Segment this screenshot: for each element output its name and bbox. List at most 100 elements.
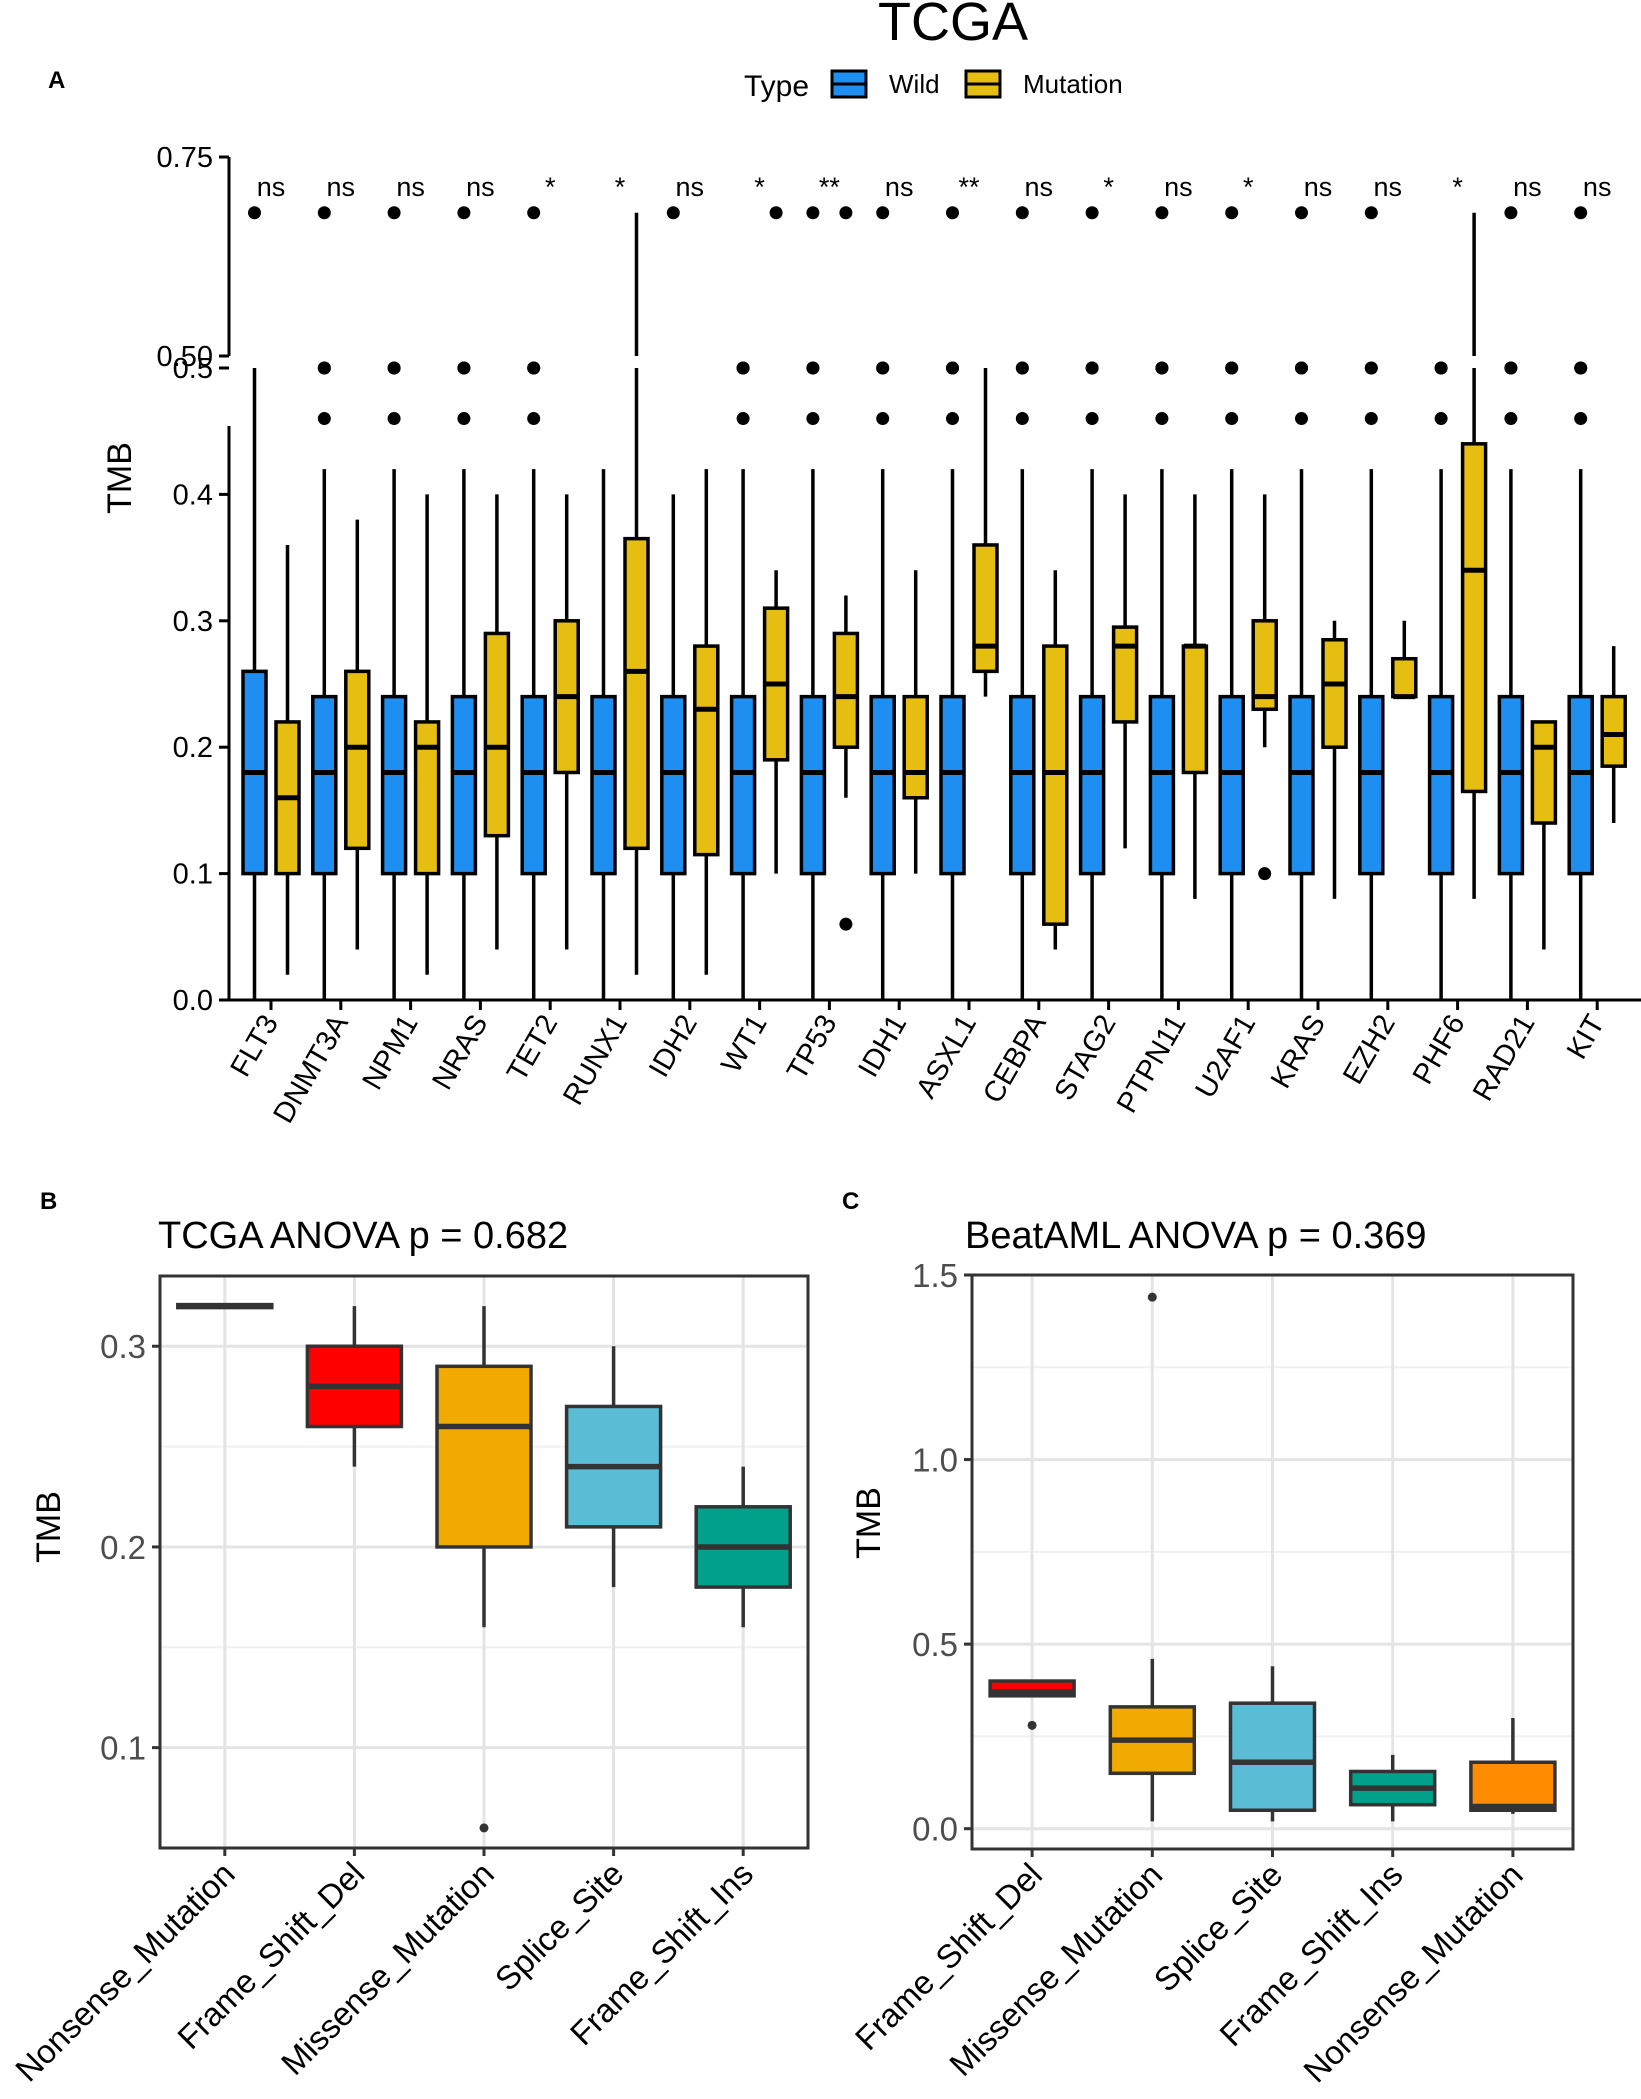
- a-significance-label: ns: [1164, 172, 1193, 202]
- c-y-tick-label: 1.5: [912, 1257, 958, 1294]
- a-significance-label: **: [819, 172, 841, 202]
- a-mutation-box: [1042, 644, 1069, 926]
- c-x-tick-label: Nonsense_Mutation: [1296, 1856, 1530, 2090]
- a-x-tick-label: U2AF1: [1189, 1010, 1262, 1104]
- b-plot: Nonsense_MutationFrame_Shift_DelMissense…: [8, 1274, 810, 2089]
- panel-c-letter: C: [842, 1188, 859, 1215]
- a-x-tick-label: KIT: [1561, 1009, 1611, 1064]
- a-x-tick-label: RAD21: [1467, 1010, 1541, 1107]
- a-significance-label: *: [1452, 172, 1463, 202]
- a-x-tick-label: IDH1: [853, 1010, 914, 1083]
- a-x-tick-label: CEBPA: [977, 1009, 1053, 1109]
- a-mutation-box: [344, 669, 371, 851]
- legend-label-mutation: Mutation: [1023, 69, 1123, 99]
- a-wild-outlier: [1085, 206, 1099, 220]
- a-wild-box: [311, 694, 338, 876]
- legend: Type Wild Mutation: [744, 69, 1123, 103]
- a-y-label: TMB: [101, 442, 139, 514]
- a-wild-outlier: [457, 412, 471, 426]
- a-significance-label: *: [1243, 172, 1254, 202]
- a-x-tick-label: ASXL1: [910, 1010, 983, 1104]
- c-panel-border: [970, 1273, 1575, 1851]
- a-wild-outlier: [876, 206, 890, 220]
- b-y-tick-label: 0.1: [100, 1730, 146, 1767]
- a-wild-outlier: [387, 412, 401, 426]
- a-wild-outlier: [1574, 361, 1588, 375]
- a-mutation-box: [1530, 720, 1558, 825]
- a-significance-label: *: [615, 172, 626, 202]
- a-wild-outlier: [666, 206, 680, 220]
- a-wild-box: [1288, 694, 1315, 876]
- a-upper-ticks: 1.000.750.50: [157, 142, 229, 373]
- a-wild-outlier: [457, 206, 471, 220]
- a-significance-label: ns: [1513, 172, 1542, 202]
- legend-label-wild: Wild: [889, 69, 940, 99]
- a-significance-label: *: [545, 172, 556, 202]
- a-wild-outlier: [736, 361, 750, 375]
- a-lower-tick-label: 0.5: [173, 353, 213, 385]
- a-wild-outlier: [317, 412, 331, 426]
- a-wild-outlier: [1295, 361, 1308, 375]
- a-wild-outlier: [1364, 206, 1378, 220]
- a-wild-outlier: [1434, 412, 1448, 426]
- c-y-tick-label: 0.0: [912, 1811, 958, 1848]
- a-wild-outlier: [806, 206, 820, 220]
- a-wild-box: [1497, 694, 1525, 876]
- a-wild-outlier: [946, 412, 959, 426]
- a-mutation-box: [693, 644, 720, 857]
- a-wild-outlier: [1085, 412, 1099, 426]
- a-wild-box: [1218, 694, 1245, 876]
- a-wild-box: [799, 694, 827, 876]
- a-lower-ticks: 0.5 0.4 0.3 0.2 0.1 0.0: [173, 353, 229, 1017]
- a-wild-outlier: [1364, 361, 1378, 375]
- a-significance-label: **: [958, 172, 980, 202]
- a-x-tick-label: STAG2: [1048, 1010, 1122, 1106]
- a-wild-outlier: [1155, 361, 1169, 375]
- a-wild-outlier: [1015, 361, 1029, 375]
- a-lower-tick-label: 0.2: [173, 732, 213, 764]
- a-significance-label: ns: [1583, 172, 1612, 202]
- a-wild-outlier: [387, 206, 401, 220]
- a-lower-tick-label: 0.4: [173, 479, 213, 511]
- a-mutation-box: [1321, 638, 1348, 749]
- b-y-label: TMB: [30, 1491, 68, 1563]
- b-panel-border: [158, 1274, 810, 1850]
- a-significance-label: ns: [676, 172, 705, 202]
- b-outlier: [479, 1823, 489, 1833]
- a-wild-outlier: [387, 361, 401, 375]
- a-wild-outlier: [317, 206, 331, 220]
- a-x-tick-label: WT1: [715, 1010, 773, 1079]
- a-wild-outlier: [876, 361, 890, 375]
- a-wild-outlier: [1295, 412, 1308, 426]
- a-mutation-outlier: [1258, 867, 1272, 881]
- a-significance-label: ns: [1025, 172, 1054, 202]
- a-wild-outlier: [457, 361, 471, 375]
- a-wild-outlier: [1155, 206, 1169, 220]
- a-wild-outlier: [1225, 412, 1239, 426]
- a-significance-label: ns: [327, 172, 356, 202]
- b-box: [435, 1364, 533, 1549]
- a-x-tick-label: RUNX1: [557, 1010, 634, 1111]
- a-x-tick-label: KRAS: [1265, 1010, 1332, 1094]
- a-mutation-box: [483, 631, 511, 838]
- a-wild-outlier: [876, 412, 890, 426]
- a-wild-outlier: [1225, 361, 1239, 375]
- a-wild-outlier: [1015, 412, 1029, 426]
- c-y-label: TMB: [850, 1487, 888, 1559]
- a-mutation-box: [1251, 619, 1278, 712]
- a-significance-label: *: [754, 172, 765, 202]
- a-wild-box: [1427, 694, 1455, 876]
- c-box: [1228, 1701, 1317, 1812]
- a-wild-box: [1358, 694, 1385, 876]
- a-significance-label: ns: [466, 172, 495, 202]
- a-mutation-outlier: [839, 917, 853, 931]
- a-mutation-box: [1600, 694, 1627, 768]
- a-wild-outlier: [1504, 206, 1518, 220]
- main-title: TCGA: [878, 0, 1028, 52]
- a-wild-box: [939, 694, 966, 876]
- c-x-tick-label: Missense_Mutation: [942, 1856, 1169, 2083]
- c-box: [1469, 1760, 1557, 1812]
- c-outlier: [1147, 1292, 1157, 1302]
- a-lower-tick-label: 0.1: [173, 859, 213, 891]
